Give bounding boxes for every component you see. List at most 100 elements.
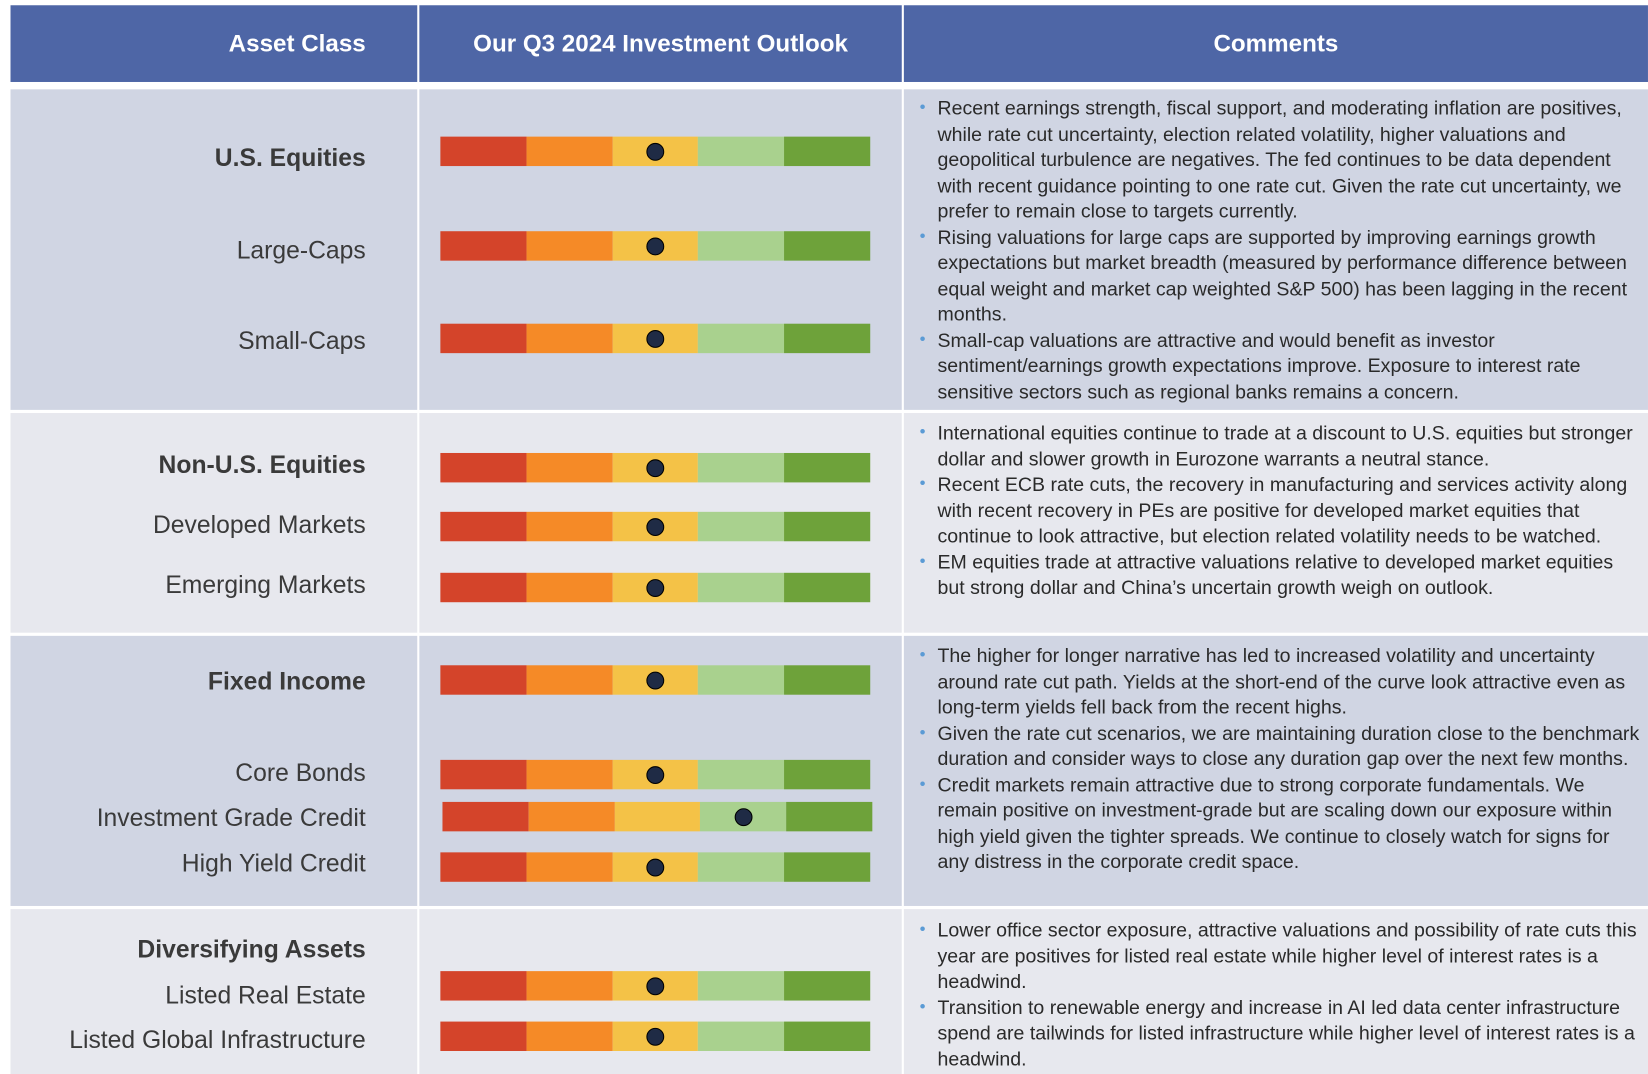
outlook-gauge [440,231,871,261]
comment: International equities continue to trade… [920,420,1643,471]
comment: Credit markets remain attractive due to … [920,772,1643,875]
outlook-marker [646,976,665,995]
outlook-marker [646,578,665,597]
gauge-segment [528,801,615,832]
gauge-segment [526,852,613,882]
outlook-marker [734,807,753,826]
outlook-gauge [440,852,871,882]
asset-label: Diversifying Assets [137,935,366,963]
gauge-segment [784,136,871,167]
comment: Given the rate cut scenarios, we are mai… [920,720,1643,771]
section-cell [10,909,418,1074]
gauge-segment [440,323,527,354]
comment-list: Lower office sector exposure, attractive… [920,918,1643,1072]
asset-label: U.S. Equities [214,143,366,172]
gauge-segment [526,452,613,483]
gauge-segment [784,1021,871,1051]
outlook-gauge [440,759,871,790]
comments: Recent earnings strength, fiscal support… [920,96,1643,405]
gauge-segment [442,801,529,832]
outlook-gauge [440,572,871,603]
gauge-segment [440,971,527,1001]
asset-label: Large-Caps [236,236,366,264]
comment: Recent earnings strength, fiscal support… [920,96,1643,225]
outlook-marker [646,329,665,348]
comment-list: Recent earnings strength, fiscal support… [920,96,1643,405]
outlook-marker [646,765,665,784]
section-cell [10,413,418,633]
gauge-segment [698,511,785,542]
gauge-segment [526,323,613,354]
comment-list: International equities continue to trade… [920,420,1643,600]
gauge-segment [784,323,871,354]
header-cell: Comments [903,5,1648,82]
gauge-segment [526,971,613,1001]
outlook-marker [646,142,665,161]
outlook-marker [646,671,665,689]
comment: Recent ECB rate cuts, the recovery in ma… [920,472,1643,549]
asset-label: Listed Global Infrastructure [69,1025,366,1054]
gauge-segment [698,852,785,882]
gauge-segment [614,801,701,832]
gauge-segment [784,852,871,882]
header-cell: Asset Class [10,5,418,82]
gauge-segment [526,511,613,542]
comment-list: The higher for longer narrative has led … [920,643,1643,875]
asset-label: Investment Grade Credit [96,804,366,832]
gauge-segment [784,231,871,261]
gauge-segment [526,1021,613,1051]
comment: Small-cap valuations are attractive and … [920,327,1643,404]
gauge-segment [784,452,871,483]
asset-label: Non-U.S. Equities [158,450,366,479]
comment: Lower office sector exposure, attractive… [920,918,1643,995]
gauge-segment [784,572,871,603]
outlook-marker [646,237,665,255]
outlook-gauge [440,1021,871,1051]
comment: Rising valuations for large caps are sup… [920,224,1643,327]
gauge-segment [698,323,785,354]
outlook-gauge [440,665,871,695]
asset-label: Core Bonds [235,758,366,787]
gauge-segment [526,136,613,167]
gauge-segment [440,452,527,483]
gauge-segment [784,971,871,1001]
comments: International equities continue to trade… [920,420,1643,600]
gauge-segment [440,1021,527,1051]
outlook-marker [646,517,665,536]
outlook-gauge [440,971,871,1001]
gauge-segment [784,759,871,790]
gauge-segment [440,759,527,790]
comment: EM equities trade at attractive valuatio… [920,549,1643,600]
asset-label: Fixed Income [207,667,366,695]
outlook-gauge [442,801,873,832]
comment: Transition to renewable energy and incre… [920,995,1643,1072]
outlook-marker [646,1027,665,1046]
gauge-segment [784,511,871,542]
section-cell [10,89,418,410]
gauge-segment [698,1021,785,1051]
gauge-segment [698,971,785,1001]
gauge-segment [698,572,785,603]
outlook-gauge [440,136,871,167]
gauge-segment [526,665,613,695]
gauge-segment [440,136,527,167]
gauge-segment [440,511,527,542]
gauge-segment [698,665,785,695]
asset-label: Listed Real Estate [165,981,366,1009]
header-cell: Our Q3 2024 Investment Outlook [419,5,902,82]
gauge-segment [784,665,871,695]
outlook-gauge [440,323,871,354]
comments: Lower office sector exposure, attractive… [920,918,1643,1072]
comment: The higher for longer narrative has led … [920,643,1643,720]
gauge-segment [526,231,613,261]
asset-label: Developed Markets [152,510,366,539]
gauge-segment [440,572,527,603]
outlook-gauge [440,452,871,483]
asset-label: High Yield Credit [181,849,366,877]
gauge-segment [698,136,785,167]
gauge-segment [440,665,527,695]
gauge-segment [526,759,613,790]
gauge-segment [526,572,613,603]
gauge-segment [698,231,785,261]
